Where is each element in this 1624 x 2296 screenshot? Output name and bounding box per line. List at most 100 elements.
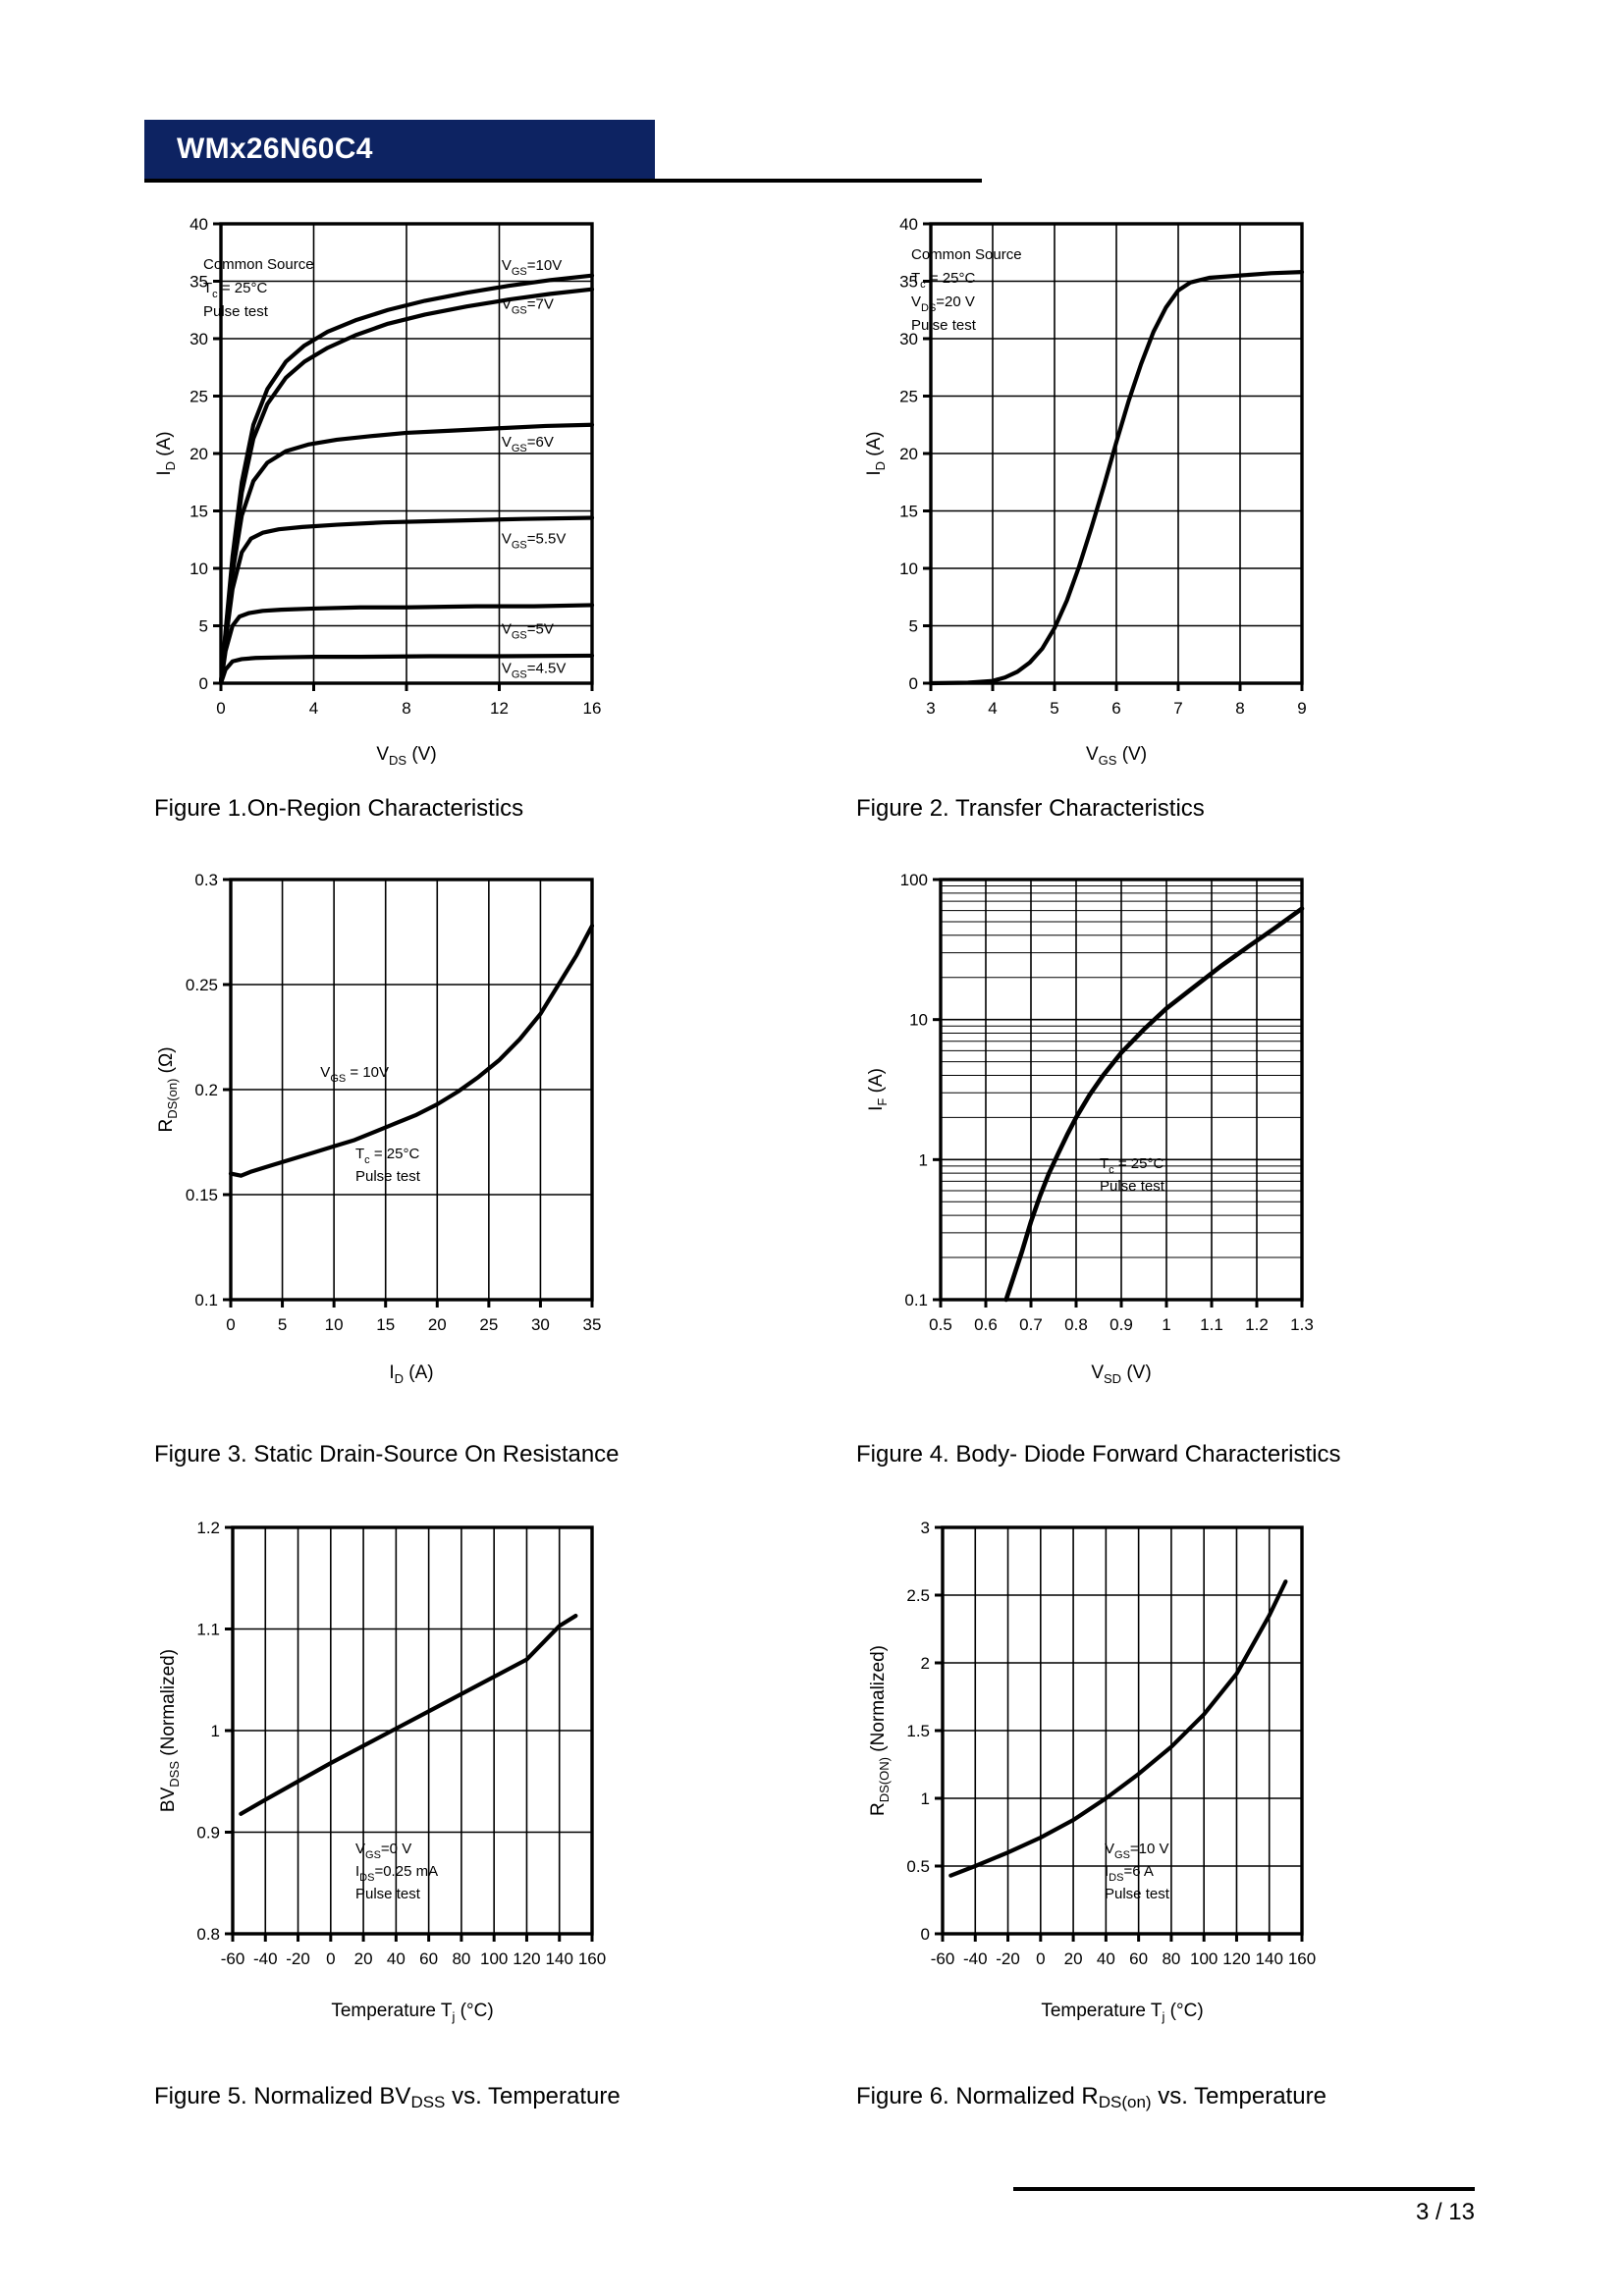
svg-text:25: 25 (899, 388, 918, 406)
chart-annotation: Tc = 25°C (355, 1146, 419, 1166)
svg-text:100: 100 (480, 1949, 508, 1968)
curve-label: VGS=10V (502, 257, 562, 278)
svg-text:0.8: 0.8 (1064, 1315, 1088, 1334)
figure-4-chart: 0.5 0.6 0.7 0.8 0.9 1 1.1 1.2 1.3 0.1 1 10 100 VSD (V… (854, 864, 1316, 1394)
svg-text:-40: -40 (253, 1949, 278, 1968)
chart-annotation: Pulse test (203, 303, 269, 320)
svg-text:10: 10 (899, 560, 918, 578)
svg-text:1.1: 1.1 (196, 1621, 220, 1639)
curve-label: VGS=5V (502, 621, 554, 642)
figure-5-caption: Figure 5. Normalized BVDSS vs. Temperatu… (154, 2083, 621, 2111)
curve-label: VGS=5.5V (502, 530, 567, 551)
chart-annotation: VGS=0 V (355, 1841, 411, 1861)
svg-text:0: 0 (216, 699, 225, 718)
svg-text:0.5: 0.5 (906, 1857, 930, 1876)
svg-text:1: 1 (1162, 1315, 1170, 1334)
svg-text:100: 100 (1190, 1949, 1218, 1968)
y-axis-label: ID (A) (864, 431, 888, 475)
x-axis-label: ID (A) (389, 1362, 433, 1386)
svg-text:2: 2 (921, 1654, 930, 1673)
svg-text:1.3: 1.3 (1290, 1315, 1314, 1334)
svg-text:20: 20 (1064, 1949, 1083, 1968)
svg-text:1.1: 1.1 (1200, 1315, 1223, 1334)
chart-inline-label: VGS = 10V (320, 1064, 389, 1085)
x-axis-label: Temperature Tj (°C) (1041, 2001, 1203, 2024)
curve-label: VGS=6V (502, 434, 554, 454)
svg-text:25: 25 (189, 388, 208, 406)
svg-text:0.15: 0.15 (186, 1186, 218, 1204)
chart-annotation: Tc = 25°C (1100, 1155, 1164, 1176)
svg-text:3: 3 (921, 1519, 930, 1537)
svg-text:5: 5 (1050, 699, 1058, 718)
svg-text:0.2: 0.2 (194, 1081, 218, 1099)
footer-divider (1013, 2187, 1475, 2191)
svg-text:12: 12 (490, 699, 509, 718)
data-curve (218, 515, 595, 686)
figure-3-chart: 0 5 10 15 20 25 30 35 0.1 0.15 0.2 0.25 0.3 ID (A) RDS… (144, 864, 606, 1394)
chart-annotation: VDS=20 V (911, 294, 975, 314)
svg-text:140: 140 (1256, 1949, 1283, 1968)
svg-text:30: 30 (189, 330, 208, 348)
svg-text:20: 20 (428, 1315, 447, 1334)
figure-5-chart: -60 -40 -20 0 20 40 60 80 100 120 140 160 0.8 0.9 1 1.1… (144, 1512, 606, 2032)
svg-text:35: 35 (899, 273, 918, 292)
svg-text:15: 15 (376, 1315, 395, 1334)
data-curve (218, 287, 595, 686)
svg-text:-60: -60 (931, 1949, 955, 1968)
svg-text:8: 8 (402, 699, 410, 718)
static-drain-source-on-resistance-svg: 0 5 10 15 20 25 30 35 0.1 0.15 0.2 0.25 0.3 ID (A) RDS… (156, 871, 601, 1386)
page-number: 3 / 13 (1415, 2199, 1475, 2225)
svg-text:10: 10 (909, 1011, 928, 1030)
svg-text:0.8: 0.8 (196, 1925, 220, 1944)
svg-text:0.1: 0.1 (194, 1291, 218, 1309)
figure-1-caption: Figure 1.On-Region Characteristics (154, 795, 524, 822)
svg-text:160: 160 (578, 1949, 606, 1968)
svg-text:0.6: 0.6 (974, 1315, 998, 1334)
x-axis-label: VDS (V) (376, 744, 436, 768)
svg-text:0.5: 0.5 (929, 1315, 952, 1334)
chart-annotation: Tc = 25°C (203, 280, 267, 300)
header-band: WMx26N60C4 (144, 120, 655, 179)
svg-text:4: 4 (309, 699, 318, 718)
svg-text:-40: -40 (963, 1949, 988, 1968)
svg-text:120: 120 (1222, 1949, 1250, 1968)
svg-text:40: 40 (387, 1949, 406, 1968)
data-curve (1003, 906, 1305, 1303)
svg-text:0.25: 0.25 (186, 976, 218, 994)
figure-1-chart: 0 4 8 12 16 0 5 10 15 20 25 30 35 40 VDS (V) ID (A) Comm… (144, 208, 606, 777)
chart-annotation: Tc = 25°C (911, 270, 975, 291)
data-curve (218, 422, 595, 686)
svg-text:1: 1 (211, 1722, 220, 1740)
normalized-rdson-vs-temperature-svg: -60 -40 -20 0 20 40 60 80 100 120 140 160 0 0.5 1 1.5 2 2… (868, 1519, 1316, 2024)
svg-text:100: 100 (900, 871, 928, 889)
svg-text:0.1: 0.1 (904, 1291, 928, 1309)
svg-text:160: 160 (1288, 1949, 1316, 1968)
svg-text:25: 25 (479, 1315, 498, 1334)
data-curve (218, 653, 595, 686)
svg-text:8: 8 (1235, 699, 1244, 718)
data-curve (218, 603, 595, 686)
svg-text:60: 60 (419, 1949, 438, 1968)
svg-text:0: 0 (326, 1949, 335, 1968)
svg-text:7: 7 (1173, 699, 1182, 718)
caption-subscript: DS(on) (1098, 2093, 1152, 2111)
chart-annotation: Pulse test (1100, 1178, 1165, 1195)
svg-text:0: 0 (226, 1315, 235, 1334)
svg-text:9: 9 (1297, 699, 1306, 718)
figure-4-caption: Figure 4. Body- Diode Forward Characteri… (856, 1441, 1341, 1468)
svg-text:1: 1 (921, 1789, 930, 1808)
curve-label: VGS=4.5V (502, 660, 567, 680)
svg-text:3: 3 (926, 699, 935, 718)
caption-subscript: DSS (410, 2093, 446, 2111)
svg-text:16: 16 (583, 699, 602, 718)
svg-text:15: 15 (899, 503, 918, 521)
chart-annotation: Pulse test (355, 1168, 421, 1185)
svg-text:-20: -20 (996, 1949, 1020, 1968)
svg-text:0.7: 0.7 (1019, 1315, 1043, 1334)
svg-text:15: 15 (189, 503, 208, 521)
body-diode-forward-characteristics-svg: 0.5 0.6 0.7 0.8 0.9 1 1.1 1.2 1.3 0.1 1 10 100 VSD (V… (866, 871, 1314, 1386)
svg-text:1: 1 (919, 1150, 928, 1169)
header-divider (144, 179, 982, 183)
data-curve (948, 1579, 1288, 1878)
svg-text:-20: -20 (286, 1949, 310, 1968)
